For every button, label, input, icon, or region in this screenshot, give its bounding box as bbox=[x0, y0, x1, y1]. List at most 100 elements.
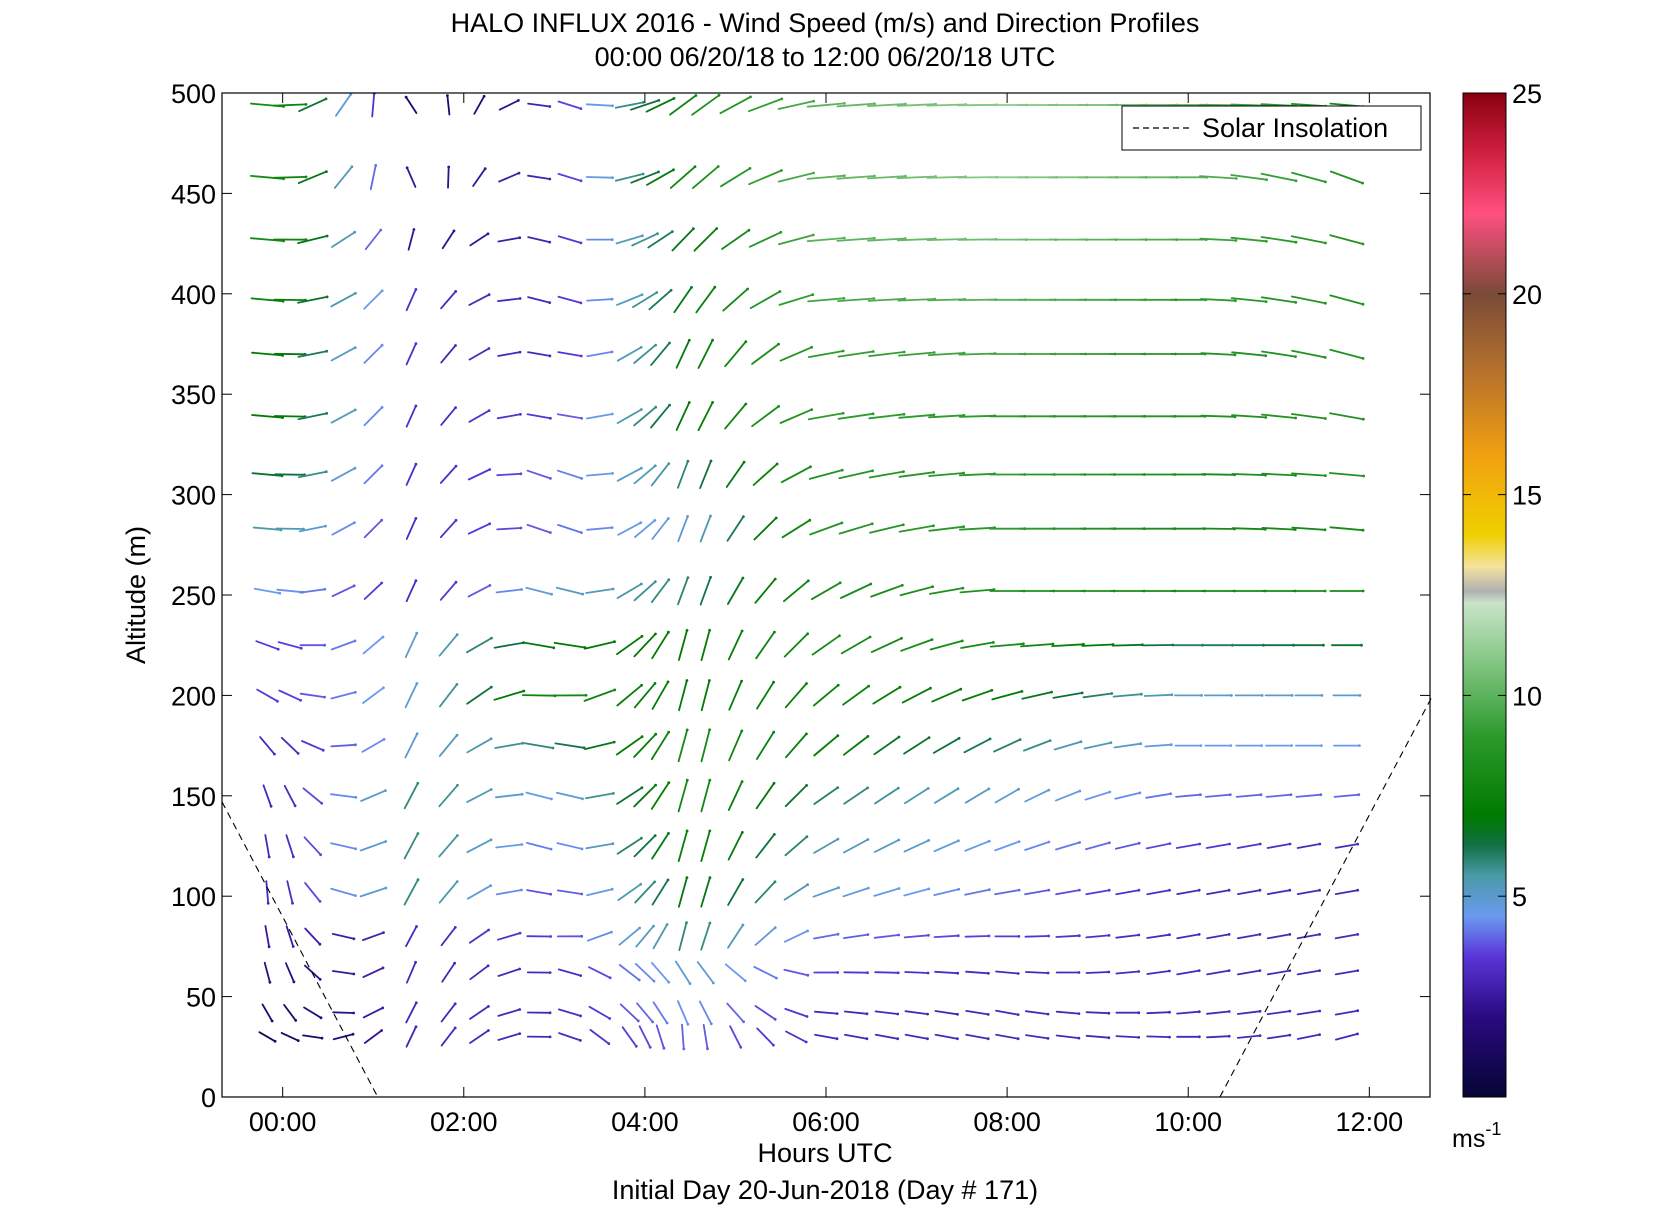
wind-vector-head bbox=[927, 887, 931, 891]
wind-vector-head bbox=[634, 1044, 638, 1048]
wind-vector-head bbox=[519, 412, 522, 416]
wind-vector-head bbox=[772, 833, 776, 836]
wind-vector-head bbox=[640, 735, 644, 739]
wind-vector-head bbox=[653, 682, 657, 685]
wind-vector bbox=[1266, 969, 1291, 976]
wind-vector-head bbox=[656, 232, 659, 236]
wind-vector bbox=[784, 835, 808, 857]
wind-vector bbox=[556, 889, 583, 895]
wind-vector bbox=[1206, 1035, 1231, 1039]
wind-vector bbox=[842, 735, 869, 756]
wind-vector bbox=[615, 234, 644, 245]
wind-vector-head bbox=[549, 531, 552, 534]
wind-vector-head bbox=[1318, 969, 1321, 972]
wind-vector-head bbox=[1110, 692, 1114, 695]
wind-vector bbox=[748, 98, 783, 113]
wind-vector bbox=[677, 460, 689, 489]
wind-vector-head bbox=[708, 921, 712, 925]
wind-vector-head bbox=[641, 172, 645, 176]
wind-vector bbox=[1206, 889, 1230, 895]
wind-vector bbox=[556, 413, 583, 420]
wind-vector bbox=[780, 465, 812, 484]
wind-vector-head bbox=[608, 1017, 612, 1020]
wind-vector bbox=[867, 103, 907, 107]
y-tick-label: 50 bbox=[186, 983, 216, 1013]
wind-vector bbox=[297, 170, 328, 185]
wind-vector-head bbox=[1294, 179, 1298, 183]
wind-vector bbox=[1296, 969, 1321, 976]
wind-vector-head bbox=[686, 459, 690, 463]
wind-vector bbox=[897, 298, 936, 302]
wind-vector bbox=[469, 964, 490, 981]
wind-vector bbox=[896, 103, 937, 107]
wind-vector bbox=[836, 237, 876, 242]
wind-vector-head bbox=[740, 629, 744, 633]
wind-vector bbox=[330, 691, 357, 700]
wind-vector-head bbox=[841, 349, 845, 353]
wind-vector bbox=[557, 524, 583, 534]
wind-vector-head bbox=[932, 413, 936, 417]
wind-vector bbox=[278, 689, 302, 702]
wind-vector bbox=[1329, 170, 1364, 185]
wind-vector bbox=[724, 963, 747, 982]
wind-vector bbox=[695, 286, 716, 314]
wind-vector-head bbox=[805, 835, 809, 839]
wind-vector-head bbox=[518, 967, 521, 971]
wind-vector-head bbox=[324, 524, 327, 528]
wind-vector bbox=[655, 1024, 665, 1050]
solar-insolation-line bbox=[1219, 695, 1434, 1098]
wind-vector-head bbox=[1323, 356, 1327, 359]
wind-vector bbox=[873, 736, 900, 756]
wind-vector bbox=[586, 350, 613, 358]
wind-vector-head bbox=[665, 923, 669, 926]
wind-vector bbox=[553, 642, 586, 649]
wind-vector-head bbox=[668, 403, 671, 407]
wind-vector-head bbox=[382, 686, 385, 690]
wind-vector bbox=[1266, 843, 1291, 849]
wind-vector bbox=[497, 932, 521, 941]
wind-vector bbox=[264, 834, 271, 858]
wind-vector-head bbox=[653, 880, 656, 884]
wind-vector-head bbox=[612, 792, 615, 795]
wind-vector-head bbox=[741, 576, 745, 580]
wind-vector bbox=[557, 235, 582, 244]
wind-vector-head bbox=[706, 1047, 709, 1051]
wind-vector-head bbox=[657, 170, 660, 174]
wind-vector bbox=[1328, 472, 1365, 477]
wind-vector-head bbox=[654, 632, 657, 636]
wind-vector bbox=[1111, 643, 1144, 647]
wind-vector bbox=[585, 792, 615, 800]
wind-vector-head bbox=[1318, 1033, 1321, 1036]
wind-vector-head bbox=[1137, 841, 1141, 845]
wind-vector-head bbox=[325, 234, 329, 238]
wind-vector-head bbox=[318, 978, 322, 981]
wind-vector-head bbox=[454, 406, 457, 409]
wind-vector bbox=[405, 517, 417, 540]
wind-vector-head bbox=[324, 97, 328, 101]
wind-vector-head bbox=[521, 741, 525, 745]
wind-vector bbox=[812, 684, 840, 707]
wind-vector-head bbox=[612, 740, 616, 744]
wind-vector-head bbox=[517, 171, 521, 175]
wind-vector bbox=[652, 1001, 668, 1024]
wind-vector bbox=[719, 96, 752, 115]
wind-vector-head bbox=[611, 587, 615, 591]
wind-vector bbox=[806, 102, 846, 108]
wind-vector bbox=[961, 689, 993, 702]
wind-vector-head bbox=[865, 1012, 869, 1016]
wind-vector-head bbox=[986, 1013, 990, 1016]
wind-vector bbox=[256, 688, 279, 703]
wind-vector-head bbox=[873, 174, 876, 178]
wind-vector-head bbox=[291, 945, 295, 948]
wind-vector bbox=[813, 933, 839, 940]
wind-vector-head bbox=[780, 169, 783, 172]
wind-vector bbox=[814, 1010, 838, 1015]
wind-vector-head bbox=[319, 1016, 323, 1020]
wind-vector bbox=[616, 837, 643, 855]
wind-vector bbox=[440, 926, 457, 947]
wind-vector bbox=[633, 633, 657, 658]
wind-vector-head bbox=[713, 285, 717, 289]
wind-vector-head bbox=[610, 238, 614, 242]
wind-vector-head bbox=[1294, 240, 1298, 244]
wind-vector bbox=[700, 779, 711, 813]
